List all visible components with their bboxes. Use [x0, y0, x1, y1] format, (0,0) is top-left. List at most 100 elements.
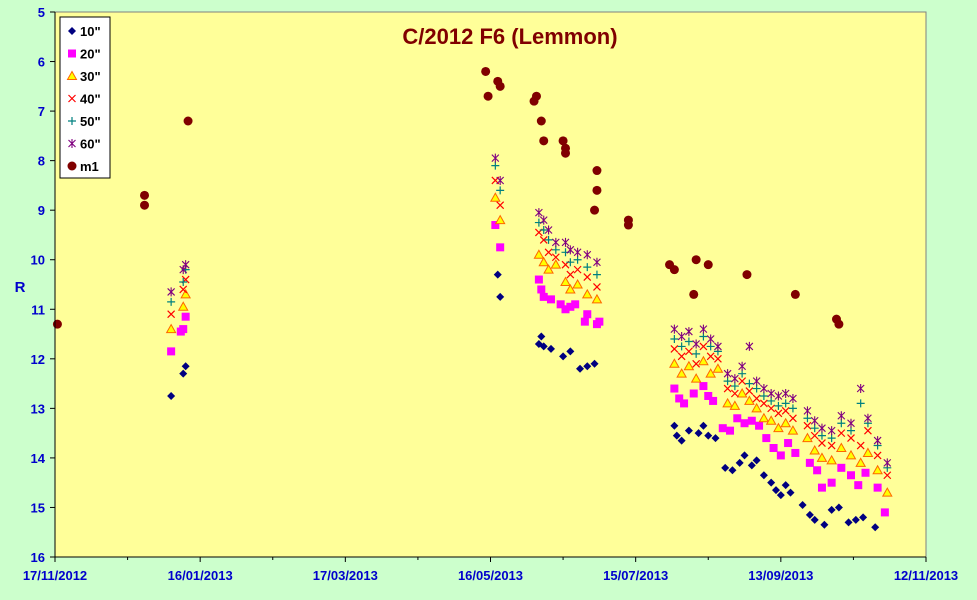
data-point — [576, 364, 585, 373]
data-point — [544, 248, 553, 257]
data-point — [810, 431, 819, 440]
data-point — [494, 214, 506, 225]
data-point — [495, 81, 505, 91]
data-point — [699, 332, 708, 341]
data-point — [856, 441, 865, 450]
data-point — [566, 258, 575, 267]
data-point — [699, 421, 708, 430]
data-point — [493, 270, 502, 279]
data-point — [539, 235, 548, 244]
x-tick-label: 17/03/2013 — [313, 568, 378, 583]
data-point — [566, 245, 575, 255]
data-point — [859, 513, 868, 522]
y-tick-label: 5 — [38, 5, 45, 20]
data-point — [677, 342, 686, 351]
data-point — [546, 295, 555, 304]
data-point — [691, 255, 701, 265]
data-point — [738, 377, 747, 386]
data-point — [758, 412, 770, 423]
data-point — [767, 404, 776, 413]
data-point — [723, 369, 732, 379]
data-point — [745, 387, 754, 395]
y-tick-label: 9 — [38, 203, 45, 218]
data-point — [816, 452, 828, 462]
data-point — [483, 91, 493, 101]
data-point — [537, 332, 546, 341]
data-point — [773, 422, 784, 433]
data-point — [165, 323, 177, 334]
data-point — [762, 434, 771, 443]
x-tick-label: 12/11/2013 — [894, 568, 958, 583]
data-point — [718, 424, 727, 433]
data-point — [593, 257, 601, 267]
data-point — [564, 283, 576, 294]
data-point — [539, 226, 548, 234]
data-point — [856, 399, 865, 408]
data-point — [776, 451, 785, 460]
data-point — [729, 400, 741, 410]
data-point — [752, 376, 761, 386]
data-point — [752, 456, 761, 465]
data-point — [167, 391, 176, 400]
data-point — [684, 337, 693, 346]
data-point — [883, 471, 892, 480]
y-tick-label: 12 — [31, 352, 45, 367]
data-point — [751, 402, 762, 413]
series-3 — [165, 192, 893, 497]
data-point — [847, 418, 855, 428]
data-point — [747, 461, 756, 470]
data-point — [591, 293, 603, 304]
data-point — [846, 426, 855, 435]
data-point — [854, 481, 863, 490]
legend-label: 50" — [80, 114, 101, 129]
plot-area — [54, 11, 927, 558]
data-point — [817, 483, 826, 492]
data-point — [767, 396, 776, 405]
data-point — [787, 425, 799, 435]
data-point — [745, 341, 754, 351]
data-point — [730, 382, 739, 391]
data-point — [560, 276, 571, 287]
data-point — [699, 382, 708, 391]
data-point — [728, 466, 737, 475]
data-point — [722, 397, 733, 408]
data-point — [481, 66, 491, 76]
data-point — [561, 237, 570, 247]
data-point — [845, 449, 857, 460]
data-point — [167, 310, 176, 319]
data-point — [595, 317, 604, 326]
data-point — [730, 374, 739, 384]
data-point — [881, 487, 893, 497]
data-point — [723, 377, 732, 386]
legend-marker — [68, 139, 76, 148]
legend-marker — [68, 49, 76, 58]
data-point — [733, 414, 742, 423]
data-point — [670, 421, 679, 430]
data-point — [703, 260, 713, 270]
data-point — [844, 518, 853, 527]
data-point — [167, 347, 176, 356]
data-point — [699, 324, 708, 334]
data-point — [742, 270, 752, 280]
data-point — [735, 458, 744, 467]
data-point — [496, 175, 505, 185]
data-point — [559, 352, 568, 361]
data-point — [759, 399, 768, 408]
x-tick-label: 16/05/2013 — [458, 568, 523, 583]
series-4 — [167, 176, 892, 480]
data-point — [566, 270, 575, 279]
data-point — [818, 423, 826, 433]
data-point — [689, 389, 698, 398]
chart-title: C/2012 F6 (Lemmon) — [402, 24, 617, 49]
data-point — [776, 491, 785, 500]
data-point — [820, 520, 829, 529]
data-point — [692, 339, 701, 349]
data-point — [827, 426, 836, 436]
data-point — [694, 429, 703, 438]
data-point — [538, 256, 550, 267]
data-point — [672, 431, 681, 440]
data-point — [677, 332, 686, 342]
data-point — [566, 302, 575, 311]
data-point — [181, 312, 190, 321]
